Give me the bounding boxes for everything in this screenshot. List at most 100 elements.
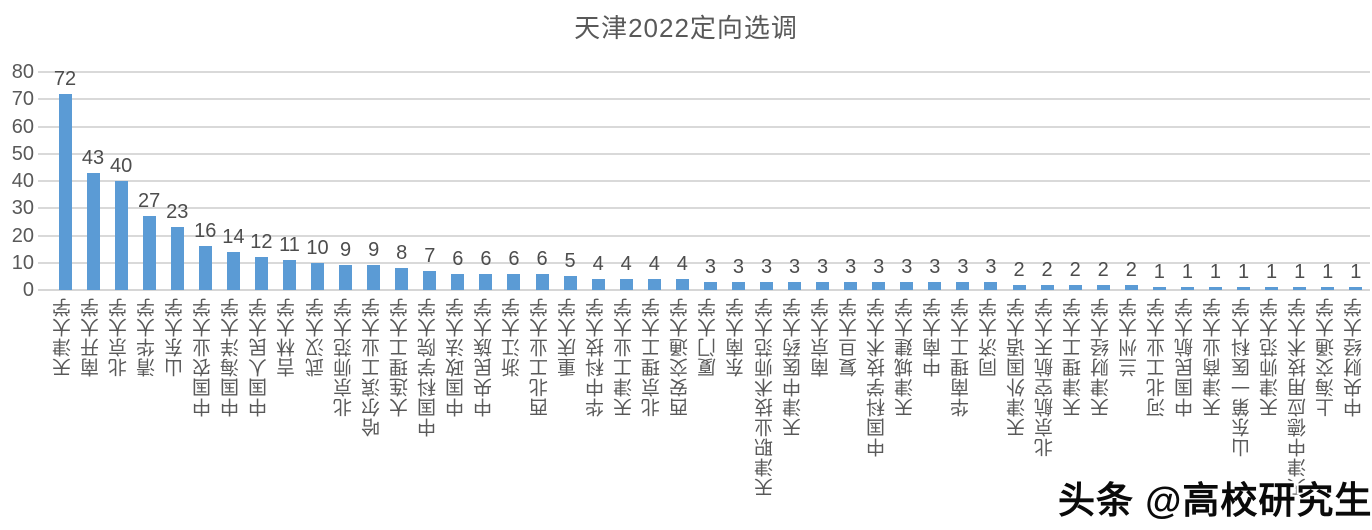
x-category-label: 厦门大学 — [698, 297, 720, 377]
bar-value-label: 3 — [760, 255, 773, 278]
bar — [1208, 287, 1222, 290]
bar-value-label: 7 — [424, 244, 436, 267]
bar — [1349, 287, 1363, 290]
bar-value-label: 4 — [648, 253, 660, 276]
bar-value-label: 1 — [1266, 261, 1278, 284]
bar-value-label: 3 — [901, 255, 913, 278]
x-category-label: 重庆大学 — [558, 297, 580, 377]
y-axis-label: 80 — [11, 61, 34, 83]
bar — [844, 281, 858, 290]
x-category-label: 中央财经大学 — [1343, 297, 1365, 417]
x-category-label: 天津师范大学 — [1259, 297, 1281, 417]
gridline — [38, 152, 1370, 155]
gridline — [38, 98, 1370, 101]
bar — [1321, 287, 1335, 290]
bar — [1040, 284, 1054, 290]
bar-value-label: 3 — [873, 255, 885, 278]
bar — [675, 279, 689, 290]
bar-value-label: 16 — [194, 220, 217, 243]
bar-value-label: 2 — [1069, 258, 1081, 281]
bar — [423, 270, 437, 290]
x-category-label: 中国民航大学 — [1175, 297, 1197, 417]
x-category-label: 天津理工大学 — [1063, 297, 1085, 417]
y-axis-label: 30 — [11, 197, 34, 220]
bar-value-label: 1 — [1237, 261, 1250, 284]
x-category-label: 中国农业大学 — [193, 297, 215, 417]
bar — [619, 279, 633, 290]
bar-value-label: 2 — [1097, 258, 1109, 281]
bar — [900, 281, 914, 290]
y-axis-label: 20 — [11, 224, 34, 247]
bar — [451, 273, 465, 290]
bar-value-label: 9 — [340, 239, 352, 262]
bar — [984, 281, 998, 290]
x-category-label: 天津中医药大学 — [782, 297, 804, 437]
x-category-label: 浙江大学 — [501, 297, 523, 377]
bar-value-label: 23 — [166, 201, 189, 224]
x-category-label: 兰州大学 — [1119, 297, 1141, 377]
bar-value-label: 40 — [109, 155, 133, 177]
bar — [479, 273, 493, 290]
bar-value-label: 1 — [1350, 261, 1362, 284]
gridline — [38, 207, 1370, 210]
x-category-label: 中国人民大学 — [249, 297, 271, 417]
bar-value-label: 6 — [452, 247, 464, 270]
x-category-label: 西北工业大学 — [530, 297, 552, 417]
x-category-label: 山东大学 — [165, 297, 187, 377]
bar-value-label: 1 — [1209, 261, 1222, 284]
bar — [703, 281, 717, 290]
x-category-label: 天津中德应用技术大学 — [1287, 297, 1309, 497]
x-category-label: 上海交通大学 — [1315, 297, 1337, 417]
bar — [311, 262, 325, 290]
bar — [367, 265, 381, 290]
y-axis-label: 70 — [11, 88, 34, 111]
bar-value-label: 1 — [1153, 261, 1165, 284]
x-category-label: 中国科学技术大学 — [866, 297, 888, 457]
x-category-label: 武汉大学 — [305, 297, 327, 377]
bar — [198, 246, 212, 290]
bar-value-label: 3 — [732, 255, 744, 278]
x-category-label: 南开大学 — [81, 297, 103, 377]
bar-value-label: 6 — [508, 247, 520, 270]
bar — [142, 216, 156, 290]
bar — [647, 279, 661, 290]
bar-value-label: 4 — [592, 253, 604, 276]
bar — [591, 279, 605, 290]
y-axis-label: 10 — [11, 251, 34, 274]
bar-value-label: 3 — [817, 255, 829, 278]
x-axis-line — [38, 289, 1370, 291]
y-axis-label: 60 — [11, 115, 34, 138]
x-category-label: 中央民族大学 — [473, 297, 495, 417]
x-category-label: 天津城建大学 — [894, 297, 916, 417]
bar — [816, 281, 830, 290]
x-category-label: 河北工业大学 — [1147, 297, 1169, 417]
bar-value-label: 3 — [985, 255, 997, 278]
bar — [86, 172, 100, 290]
bar-value-label: 3 — [704, 255, 716, 278]
bar-value-label: 2 — [1013, 258, 1025, 281]
bar — [114, 181, 128, 290]
bar — [535, 273, 549, 290]
y-axis-label: 0 — [22, 279, 34, 301]
chart-title: 天津2022定向选调 — [574, 13, 798, 43]
bar-value-label: 11 — [279, 234, 300, 257]
x-category-label: 华中科技大学 — [586, 297, 608, 417]
bar-value-label: 72 — [53, 67, 77, 90]
y-axis-label: 40 — [11, 170, 34, 192]
x-category-label: 中国政法大学 — [445, 297, 467, 417]
bar — [58, 93, 72, 290]
x-category-label: 中国海洋大学 — [221, 297, 243, 417]
bar — [956, 281, 970, 290]
x-category-label: 哈尔滨工业大学 — [361, 297, 383, 437]
x-category-label: 北京大学 — [109, 297, 131, 377]
bar — [1180, 287, 1194, 290]
bar — [254, 257, 268, 290]
bar — [563, 276, 577, 290]
bar — [1068, 284, 1082, 290]
x-category-label: 西安交通大学 — [670, 297, 692, 417]
watermark: 头条 @高校研究生 — [1058, 480, 1372, 521]
bar — [395, 268, 409, 290]
x-category-label: 北京理工大学 — [642, 297, 664, 417]
x-category-label: 中国科学院大学 — [417, 297, 439, 437]
bar — [226, 251, 240, 290]
